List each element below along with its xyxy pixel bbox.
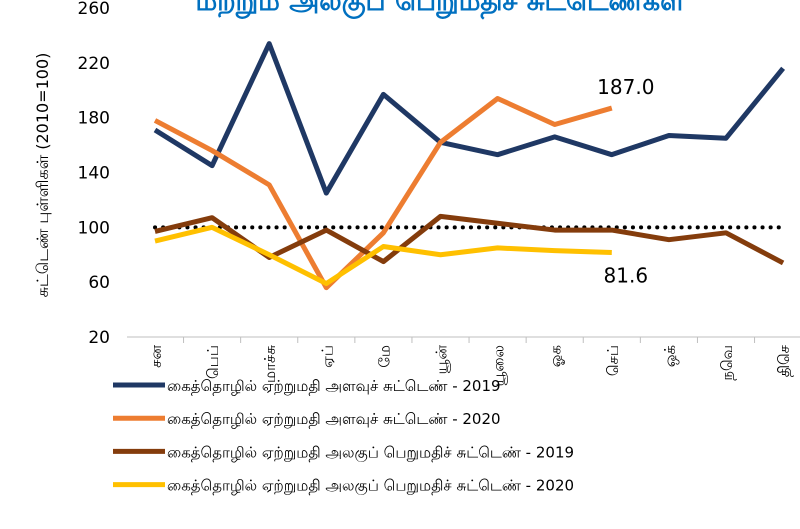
series-line [154, 224, 612, 287]
y-axis-label: சுட்டெண் புள்ளிகள் (2010=100) [33, 53, 52, 298]
legend-label: கைத்தொழில் ஏற்றுமதி அளவுச் சுட்டெண் - 20… [167, 410, 501, 428]
y-tick-label: 220 [78, 54, 110, 74]
series-line [154, 213, 785, 266]
x-tick-label: ஏப் [318, 345, 336, 368]
x-tick-label: மே [375, 345, 393, 368]
data-label: 187.0 [597, 75, 654, 99]
x-tick-label: யூலை [490, 345, 508, 387]
x-tick-label: சன [147, 345, 165, 368]
series-line [153, 41, 786, 196]
series-line [153, 95, 613, 291]
legend-label: கைத்தொழில் ஏற்றுமதி அலகுப் பெறுமதிச் சுட… [167, 477, 574, 496]
y-tick-label: 100 [78, 218, 110, 238]
y-tick-label: 180 [78, 109, 110, 129]
x-tick-label: மாச்சு [261, 345, 279, 383]
x-tick-label: நவெ [718, 345, 736, 381]
x-tick-label: யூன் [433, 345, 451, 375]
legend-label: கைத்தொழில் ஏற்றுமதி அளவுச் சுட்டெண் - 20… [167, 377, 501, 395]
chart-title: மற்றும் அலகுப் பெறுமதிச் சுட்டெண்கள் [195, 0, 685, 20]
legend-label: கைத்தொழில் ஏற்றுமதி அலகுப் பெறுமதிச் சுட… [167, 443, 574, 462]
y-tick-label: 20 [88, 328, 110, 348]
y-tick-label: 260 [78, 0, 110, 19]
x-tick-label: பெப் [204, 345, 222, 379]
x-tick-label: ஓக [547, 345, 565, 367]
y-tick-label: 140 [78, 164, 110, 184]
data-label: 81.6 [604, 264, 649, 288]
x-tick-label: ஒக் [661, 345, 679, 367]
x-tick-label: திசெ [775, 344, 793, 377]
x-tick-label: செப் [604, 345, 622, 376]
y-tick-label: 60 [88, 273, 110, 293]
